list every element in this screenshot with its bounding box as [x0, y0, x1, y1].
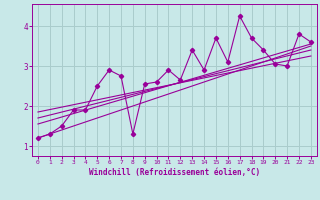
X-axis label: Windchill (Refroidissement éolien,°C): Windchill (Refroidissement éolien,°C) — [89, 168, 260, 177]
